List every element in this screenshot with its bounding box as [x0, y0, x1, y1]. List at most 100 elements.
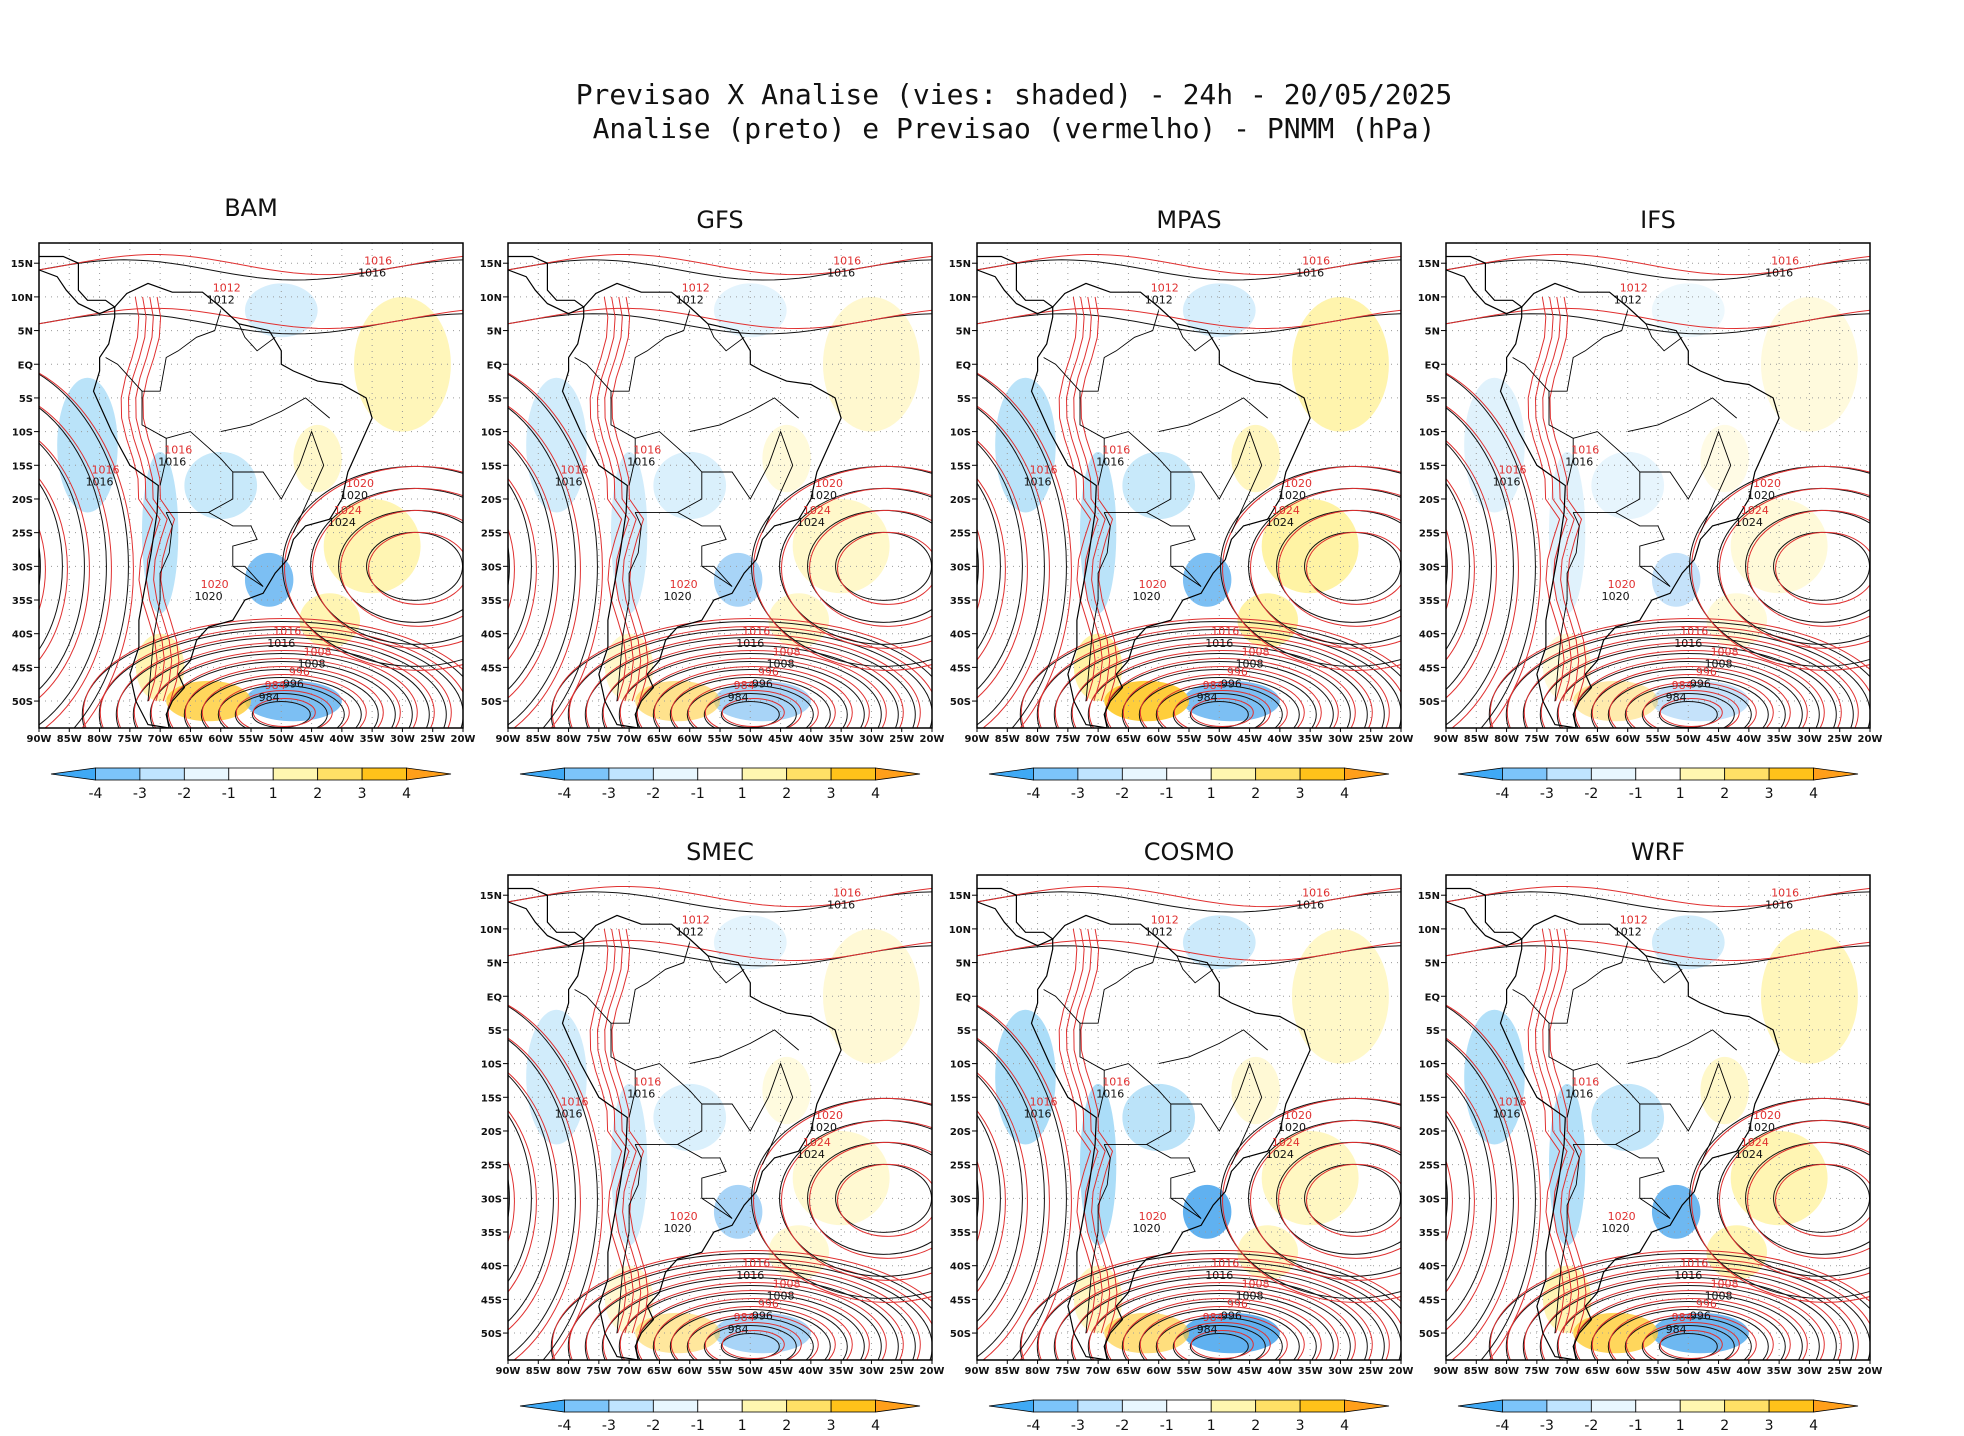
isobar-label-analysis: 1012	[676, 926, 704, 939]
isobar-label-forecast: 996	[1696, 666, 1717, 679]
lon-tick-label: 90W	[27, 734, 52, 745]
forecast-isobar	[1489, 618, 1870, 728]
isobar-label-analysis: 1016	[1493, 476, 1521, 489]
forecast-isobar	[1054, 1266, 1390, 1360]
analysis-isobar	[977, 1114, 1001, 1283]
isobar-label-analysis: 996	[1690, 1310, 1711, 1323]
forecast-isobar	[508, 254, 932, 276]
isobar-label-forecast: 1012	[213, 282, 241, 295]
lon-tick-label: 45W	[1706, 734, 1731, 745]
isobar-label-analysis: 1012	[1145, 926, 1173, 939]
lon-tick-label: 85W	[526, 1366, 551, 1377]
isobar-label-analysis: 1016	[827, 267, 855, 280]
bias-shade	[1237, 593, 1299, 648]
colorbar-label: -3	[1071, 786, 1085, 802]
analysis-isobar	[550, 1253, 932, 1360]
lon-tick-label: 75W	[1055, 1366, 1080, 1377]
analysis-isobar	[132, 645, 430, 728]
lon-tick-label: 75W	[586, 734, 611, 745]
lon-tick-label: 45W	[768, 1366, 793, 1377]
isobar-label-analysis: 1016	[1024, 476, 1052, 489]
lat-tick-label: 30S	[950, 562, 971, 573]
coastline	[1446, 255, 1523, 315]
lat-tick-label: 25S	[1419, 529, 1440, 540]
analysis-isobar	[1607, 1309, 1769, 1360]
lat-tick-label: EQ	[18, 360, 33, 371]
bias-shade	[768, 593, 830, 648]
colorbar-label: 1	[738, 1418, 747, 1434]
lat-tick-label: 5N	[18, 327, 33, 338]
isobar-label-forecast: 1008	[304, 645, 332, 658]
isobar-label-forecast: 984	[1203, 679, 1224, 692]
colorbar-label: -1	[1629, 786, 1643, 802]
analysis-isobar	[703, 1325, 797, 1360]
colorbar-segment	[988, 1399, 1034, 1413]
lat-tick-label: 5N	[487, 959, 502, 970]
country-border	[232, 565, 264, 587]
forecast-isobar	[150, 650, 418, 728]
map-panel-cosmo: COSMO10161016100810089969969849841024102…	[949, 838, 1414, 1434]
coastline	[561, 282, 842, 728]
lon-tick-label: 80W	[1494, 734, 1519, 745]
colorbar-segment	[406, 767, 452, 781]
analysis-isobar	[567, 1261, 932, 1360]
isobar-label-forecast: 1020	[1139, 1210, 1167, 1223]
forecast-isobar	[39, 440, 90, 699]
lon-tick-label: 55W	[1177, 1366, 1202, 1377]
colorbar-segment	[1546, 1399, 1592, 1413]
analysis-isobar	[977, 482, 1001, 651]
isobar-label-forecast: 1016	[742, 625, 770, 638]
lon-tick-label: 90W	[965, 1366, 990, 1377]
analysis-isobar	[1446, 1005, 1536, 1360]
bias-shade	[1261, 1130, 1359, 1226]
country-border	[1170, 565, 1202, 587]
country-border	[1170, 1062, 1263, 1165]
analysis-isobar	[81, 621, 463, 728]
colorbar-label: -2	[1584, 1418, 1598, 1434]
isobar-label-analysis: 984	[1666, 1323, 1687, 1336]
country-border	[1176, 955, 1214, 984]
isobar-label-analysis: 1016	[358, 267, 386, 280]
forecast-isobar	[1574, 658, 1808, 728]
colorbar-segment	[228, 767, 274, 781]
lon-tick-label: 80W	[556, 1366, 581, 1377]
colorbar-segment	[741, 1399, 788, 1413]
forecast-isobar	[704, 690, 802, 728]
isobar-label-forecast: 1012	[1151, 914, 1179, 927]
country-border	[707, 323, 745, 352]
lon-tick-label: 40W	[1267, 734, 1292, 745]
lat-tick-label: 5N	[1425, 959, 1440, 970]
lat-tick-label: 15N	[1418, 259, 1440, 270]
forecast-isobar	[753, 465, 932, 671]
analysis-isobar	[1446, 1074, 1492, 1323]
lon-tick-label: 70W	[617, 1366, 642, 1377]
lat-tick-label: EQ	[1425, 360, 1440, 371]
forecast-isobar	[1775, 1163, 1870, 1237]
analysis-isobar	[1641, 693, 1735, 728]
isobar-label-analysis: 1008	[767, 1289, 795, 1302]
forecast-isobar	[1506, 626, 1870, 728]
isobar-label-forecast: 984	[1672, 679, 1693, 692]
isobar-label-analysis: 1016	[1565, 1087, 1593, 1100]
colorbar-segment	[830, 767, 876, 781]
bias-shade	[1182, 283, 1256, 338]
forecast-isobar	[1222, 1097, 1401, 1303]
colorbar-segment	[1033, 1399, 1079, 1413]
forecast-isobar	[1073, 296, 1111, 702]
analysis-isobar	[1104, 661, 1334, 728]
analysis-isobar	[1590, 1301, 1786, 1360]
colorbar-label: 3	[827, 786, 836, 802]
forecast-isobar	[1222, 465, 1401, 671]
isobar-label-forecast: 1016	[742, 1257, 770, 1270]
colorbar-segment	[272, 767, 319, 781]
bias-shade	[713, 915, 787, 970]
bias-shade	[1651, 915, 1725, 970]
country-border	[1639, 1197, 1671, 1219]
forecast-isobar	[218, 682, 350, 728]
isobar-label-forecast: 1016	[1771, 255, 1799, 268]
colorbar-segment	[1299, 767, 1345, 781]
isobar-label-forecast: 1020	[815, 1109, 843, 1122]
forecast-isobar	[1446, 527, 1453, 612]
isobar-label-analysis: 984	[728, 1323, 749, 1336]
isobar-label-analysis: 1020	[1602, 1222, 1630, 1235]
